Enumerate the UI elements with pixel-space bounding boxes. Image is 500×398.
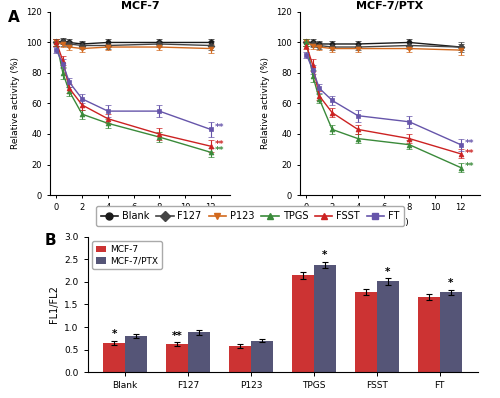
Bar [166, 344, 188, 372]
Text: **: ** [214, 123, 224, 133]
Text: **: ** [214, 146, 224, 155]
Bar [125, 336, 148, 372]
Y-axis label: Relative activity (%): Relative activity (%) [12, 57, 20, 150]
Text: **: ** [464, 162, 474, 170]
X-axis label: Time (h): Time (h) [371, 218, 409, 227]
Bar [314, 265, 336, 372]
Text: **: ** [214, 140, 224, 149]
Bar [418, 297, 440, 372]
Bar [440, 292, 462, 372]
Bar [251, 341, 273, 372]
Y-axis label: FL1/FL2: FL1/FL2 [48, 285, 58, 324]
X-axis label: Time (h): Time (h) [121, 218, 159, 227]
Text: B: B [45, 233, 56, 248]
Bar [188, 332, 210, 372]
Text: *: * [385, 267, 390, 277]
Text: A: A [8, 10, 19, 25]
Text: **: ** [464, 149, 474, 158]
Text: **: ** [172, 331, 182, 341]
Text: *: * [322, 250, 328, 260]
Bar [355, 292, 377, 372]
Legend: MCF-7, MCF-7/PTX: MCF-7, MCF-7/PTX [92, 241, 162, 269]
Text: *: * [448, 278, 454, 288]
Title: MCF-7: MCF-7 [120, 1, 160, 11]
Legend: Blank, F127, P123, TPGS, FSST, FT: Blank, F127, P123, TPGS, FSST, FT [96, 206, 405, 226]
Bar [377, 281, 399, 372]
Text: **: ** [464, 139, 474, 148]
Bar [292, 275, 314, 372]
Y-axis label: Relative activity (%): Relative activity (%) [262, 57, 270, 150]
Title: MCF-7/PTX: MCF-7/PTX [356, 1, 424, 11]
Text: *: * [112, 329, 117, 339]
Bar [229, 346, 251, 372]
Bar [103, 343, 125, 372]
